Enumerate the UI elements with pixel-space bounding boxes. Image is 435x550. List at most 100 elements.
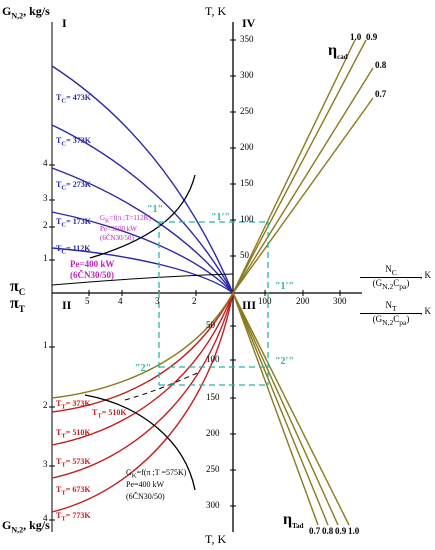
eta-c-value-0-9: 0.9 <box>366 32 378 42</box>
turbine-gk-curve <box>84 394 196 491</box>
compressor-efficiency-lines <box>232 39 374 294</box>
pi-tick-2: 2 <box>192 296 197 306</box>
pi-tick-5: 5 <box>85 296 90 306</box>
compressor-curve-473k <box>51 65 234 294</box>
tc-373k-label: TC= 373K <box>56 136 91 148</box>
t-tick-200: 200 <box>240 142 254 152</box>
t-tick-bottom-150: 150 <box>206 392 220 402</box>
t-tick-250: 250 <box>240 106 254 116</box>
turbine-curve-773k <box>51 292 234 513</box>
eta-t-line-0-7 <box>232 292 319 526</box>
marker-2-prime: "2'" <box>275 356 294 367</box>
eta-t-value-0-7: 0.7 <box>309 526 321 536</box>
pi-axis-ticks <box>88 290 341 296</box>
t-tick-350: 350 <box>240 34 254 44</box>
turbine-efficiency-lines <box>232 292 350 526</box>
pe-main-label: Pe=400 kW <box>70 259 115 269</box>
pi-tick-3: 3 <box>155 296 160 306</box>
engine-main-label: (6ČN30/50) <box>70 270 114 280</box>
t-tick-bottom-250: 250 <box>206 464 220 474</box>
fraction-label-bottom-unit: , K <box>420 306 431 316</box>
gk-tick-1: 1 <box>43 253 48 263</box>
marker-1: "1" <box>147 204 164 215</box>
fraction-label-top-unit: , K <box>420 270 431 280</box>
tt-dashed-label: TT= 510K <box>92 408 127 420</box>
marker-1-prime: "1'" <box>211 212 230 223</box>
gk-function-label-i: GK=f(π ;T=112K) <box>100 214 151 225</box>
t-tick-bottom-300: 300 <box>206 500 220 510</box>
t-tick-bottom-100: 100 <box>206 354 220 364</box>
quadrant-iv-label: IV <box>242 16 256 30</box>
gk-tick-4: 4 <box>43 158 48 168</box>
marker-1-double: "1'" <box>275 281 294 292</box>
t-tick-300: 300 <box>240 70 254 80</box>
quadrant-i-label: I <box>62 16 67 30</box>
eta-c-line-0-7 <box>232 97 374 294</box>
tt-673k-label: TT= 673K <box>56 485 91 497</box>
engine-label-iii: (6ČN30/50) <box>126 492 165 501</box>
pi-tick-4: 4 <box>118 296 123 306</box>
quadrant-iii-label: III <box>242 298 257 312</box>
t-tick-bottom-50: 50 <box>206 320 215 330</box>
turbine-curve-673k <box>51 292 234 479</box>
turbine-curve-573k <box>51 292 234 446</box>
gk-tick-2: 2 <box>43 220 48 230</box>
gk-tick-bottom-1: 1 <box>43 340 48 350</box>
x-tick-200: 200 <box>296 296 310 306</box>
eta-t-value-1-0: 1.0 <box>348 526 360 536</box>
pe-label-iii: Pe=400 kW <box>126 480 165 489</box>
eta-t-value-0-8: 0.8 <box>322 526 334 536</box>
gk-tick-3: 3 <box>43 193 48 203</box>
pe-line-quadrant-i <box>51 273 234 286</box>
engine-small-label: (6ČN30/50) <box>100 234 134 242</box>
eta-c-value-0-8: 0.8 <box>375 60 387 70</box>
t-tick-100: 100 <box>240 214 254 224</box>
t-tick-bottom-200: 200 <box>206 428 220 438</box>
t-axis-ticks-bottom <box>230 325 236 507</box>
t-tick-50: 50 <box>240 250 249 260</box>
tc-112k-label: TC= 112K <box>56 244 91 256</box>
turbine-curve-373k <box>51 292 234 399</box>
gk-axis-label-bottom: GN,2, kg/s <box>2 518 50 535</box>
eta-t-line-1-0 <box>232 292 350 526</box>
eta-c-value-0-7: 0.7 <box>375 89 387 99</box>
tc-173k-label: TC= 173K <box>56 217 91 229</box>
gk-tick-bottom-4: 4 <box>43 513 48 523</box>
eta-c-line-0-8 <box>232 67 374 294</box>
x-tick-100: 100 <box>258 296 272 306</box>
gk-axis-label-top: GN,2, kg/s <box>2 4 50 21</box>
tt-573k-label: TT= 573K <box>56 457 91 469</box>
fraction-label-top: NC (GN,2Cpa) <box>360 264 422 291</box>
eta-t-line-0-9 <box>232 292 339 526</box>
eta-t-label: ηTad <box>283 511 304 531</box>
compressor-curve-112k <box>51 247 234 294</box>
guide-lines <box>158 221 269 386</box>
tt-773k-label: TT= 773K <box>56 511 91 523</box>
tc-273k-label: TC= 273K <box>56 180 91 192</box>
gk-function-label-iii: GK=f(π ;T =575K) <box>126 468 187 480</box>
eta-t-value-0-9: 0.9 <box>335 526 347 536</box>
t-tick-150: 150 <box>240 178 254 188</box>
t-axis-label-top: T, K <box>205 4 227 18</box>
t-axis-ticks-top <box>230 39 236 257</box>
tt-373k-label: TT= 373K <box>56 399 91 411</box>
eta-c-line-1-0 <box>232 39 356 294</box>
gk-tick-bottom-3: 3 <box>43 459 48 469</box>
marker-2: "2" <box>135 363 152 374</box>
eta-c-label: ηcad <box>328 42 348 62</box>
compressor-gk-curve <box>89 174 196 259</box>
fraction-label-bottom: NT (GN,2Cpa) <box>360 300 422 327</box>
eta-c-value-1-0: 1.0 <box>350 32 362 42</box>
gk-axis-ticks <box>49 164 55 521</box>
tt-510k-label: TT= 510K <box>56 428 91 440</box>
compressor-curve-373k <box>51 124 234 294</box>
eta-t-line-0-8 <box>232 292 329 526</box>
t-axis-label-bottom: T, K <box>205 532 227 546</box>
tc-473k-label: TC= 473K <box>56 93 91 105</box>
pi-t-label: πT <box>10 295 25 315</box>
quadrant-ii-label: II <box>62 298 72 312</box>
x-tick-300: 300 <box>333 296 347 306</box>
compressor-curve-273k <box>51 167 234 294</box>
